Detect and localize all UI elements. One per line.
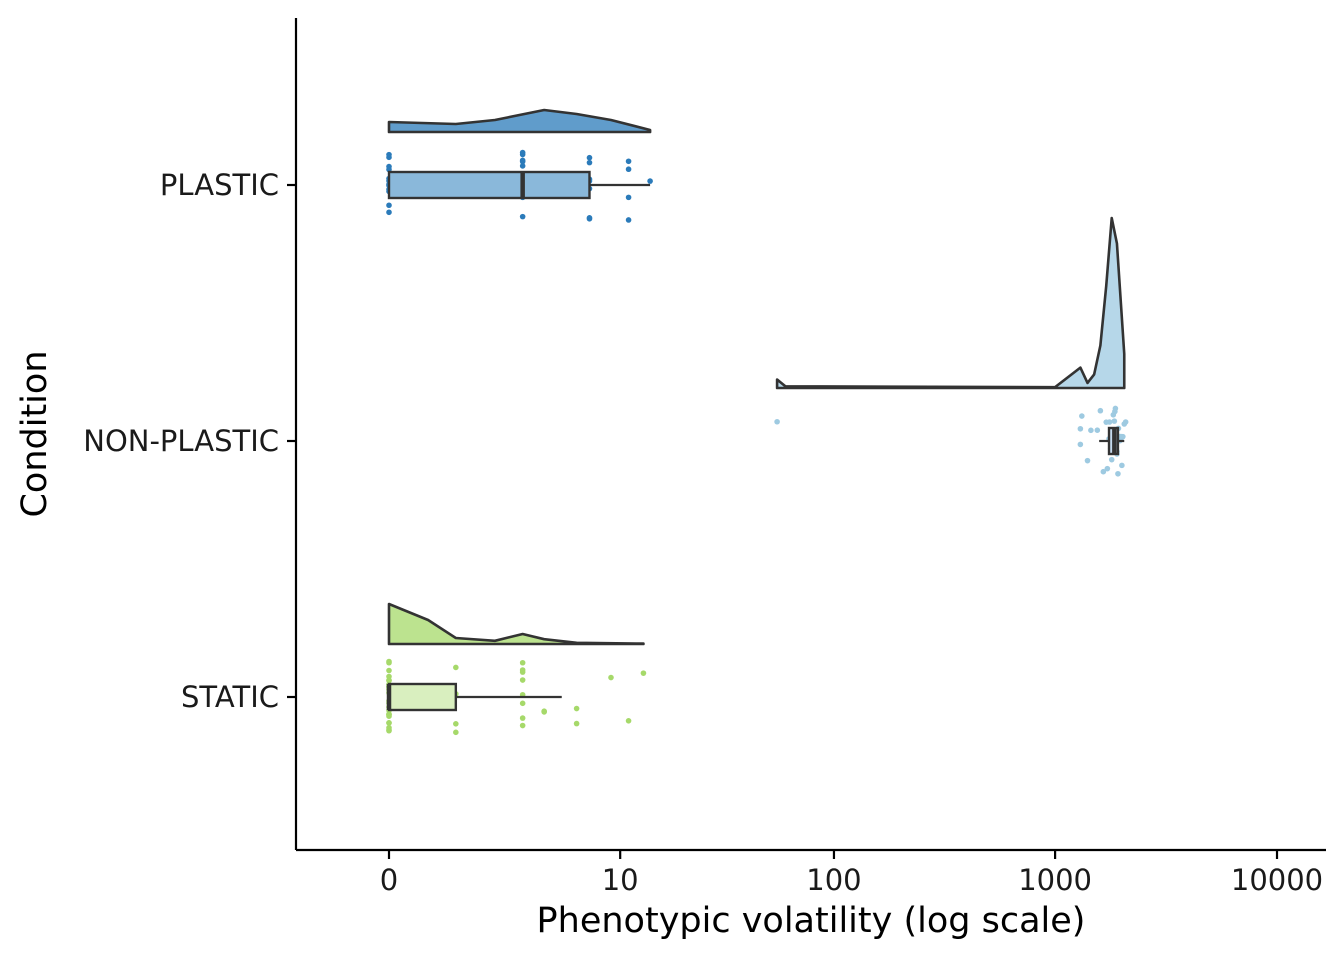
data-point (453, 721, 459, 727)
data-point (640, 670, 647, 676)
y-tick-label: PLASTIC (160, 168, 279, 202)
box (387, 682, 458, 712)
data-point (453, 729, 459, 736)
data-point (1094, 427, 1101, 434)
data-point (586, 154, 593, 161)
data-point (625, 717, 632, 724)
data-point (386, 677, 392, 684)
y-axis-ticks: PLASTIC NON-PLASTIC STATIC (83, 168, 296, 714)
y-axis-title: Condition (15, 350, 55, 517)
data-point (1097, 407, 1104, 414)
data-point (1079, 413, 1085, 419)
data-point (647, 178, 653, 184)
data-point (1122, 419, 1129, 425)
data-point (519, 722, 526, 729)
data-point (386, 658, 392, 665)
x-tick-label: 0 (380, 863, 398, 897)
x-tick-label: 10000 (1231, 863, 1323, 897)
condition-group-non-plastic (774, 216, 1129, 477)
density-cloud (387, 602, 645, 646)
data-point (1100, 468, 1107, 475)
data-point (519, 149, 526, 156)
data-point (1111, 418, 1118, 424)
data-point (1106, 419, 1113, 425)
data-point (586, 215, 593, 221)
data-point (519, 213, 526, 220)
data-point (625, 158, 632, 165)
y-tick-label: STATIC (181, 680, 279, 714)
data-point (1077, 425, 1084, 432)
data-point (1120, 433, 1126, 440)
data-point (573, 720, 580, 727)
density-cloud (775, 216, 1126, 390)
data-point (608, 674, 614, 681)
plot-area (386, 108, 1129, 736)
y-tick-label: NON-PLASTIC (83, 424, 279, 458)
data-point (1112, 405, 1119, 412)
data-point (519, 163, 526, 169)
condition-group-plastic (386, 108, 653, 223)
data-point (519, 158, 526, 165)
data-point (1088, 427, 1094, 434)
x-tick-label: 1000 (1018, 863, 1092, 897)
data-point (625, 194, 632, 201)
data-point (625, 166, 632, 173)
density-cloud (387, 108, 652, 134)
data-point (453, 664, 459, 671)
data-point (386, 209, 392, 216)
box (387, 170, 591, 200)
data-point (386, 151, 392, 158)
x-axis-title: Phenotypic volatility (log scale) (537, 901, 1086, 941)
condition-group-static (386, 602, 647, 736)
data-point (1077, 441, 1084, 448)
data-point (1119, 462, 1125, 469)
data-point (519, 715, 526, 721)
x-tick-label: 10 (602, 863, 639, 897)
data-point (1104, 465, 1111, 472)
data-point (386, 711, 392, 717)
data-point (1115, 470, 1121, 477)
data-point (519, 659, 526, 666)
data-point (1108, 456, 1115, 463)
data-point (1084, 457, 1091, 464)
x-tick-label: 100 (806, 863, 861, 897)
data-point (541, 708, 547, 715)
data-point (573, 705, 580, 712)
data-point (386, 727, 392, 733)
data-point (774, 418, 780, 425)
data-point (386, 720, 392, 726)
x-axis-ticks: 0 10 100 1000 10000 (380, 850, 1323, 897)
data-point (519, 677, 526, 683)
data-point (519, 669, 526, 675)
data-point (386, 202, 392, 209)
data-point (519, 700, 526, 707)
data-point (625, 217, 632, 223)
data-point (386, 667, 392, 674)
data-point (586, 159, 593, 166)
